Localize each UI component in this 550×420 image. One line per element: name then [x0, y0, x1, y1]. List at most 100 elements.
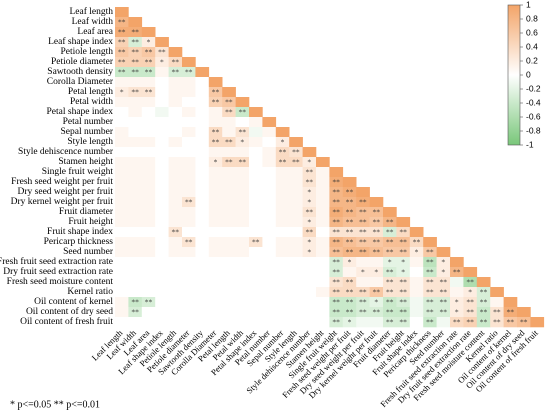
heatmap-cell — [409, 227, 424, 238]
heatmap-cell — [316, 217, 330, 228]
heatmap-cell — [141, 37, 156, 48]
heatmap-cell — [235, 297, 250, 308]
heatmap-cell — [275, 177, 290, 188]
significance-mark: * — [307, 198, 311, 207]
heatmap-cell — [383, 267, 397, 278]
heatmap-cell — [249, 237, 263, 248]
significance-mark: ** — [373, 308, 381, 317]
heatmap-cell — [182, 107, 196, 118]
heatmap-cell — [383, 217, 397, 228]
heatmap-cell — [383, 237, 397, 248]
heatmap-cell — [329, 207, 344, 218]
row-label: Leaf length — [69, 6, 113, 17]
heatmap-cell — [356, 277, 370, 288]
heatmap-cell — [409, 237, 424, 248]
heatmap-cell — [222, 87, 236, 98]
heatmap-cell — [195, 227, 210, 238]
heatmap-cell — [262, 197, 277, 208]
heatmap-cell — [302, 207, 317, 218]
significance-mark: ** — [426, 258, 434, 267]
significance-mark: ** — [399, 248, 407, 257]
heatmap-cell — [235, 97, 250, 108]
heatmap-cell — [155, 157, 169, 168]
heatmap-cell — [436, 267, 451, 278]
heatmap-cell — [262, 277, 277, 288]
heatmap-cell — [476, 297, 491, 308]
heatmap-cell — [289, 297, 303, 308]
heatmap-cell — [195, 117, 210, 128]
heatmap-cell — [316, 187, 330, 198]
significance-mark: ** — [386, 248, 394, 257]
heatmap-cell — [141, 57, 156, 68]
heatmap-cell — [128, 107, 143, 118]
heatmap-cell — [155, 137, 169, 148]
heatmap-cell — [155, 287, 169, 298]
heatmap-cell — [289, 167, 303, 178]
heatmap-cell — [208, 257, 223, 268]
heatmap-cell — [222, 247, 236, 258]
heatmap-cell — [222, 127, 236, 138]
heatmap-cell — [182, 217, 196, 228]
heatmap-cell — [383, 317, 397, 328]
heatmap-cell — [222, 137, 236, 148]
heatmap-cell — [141, 247, 156, 258]
heatmap-cell — [208, 77, 223, 88]
heatmap-cell — [208, 267, 223, 278]
heatmap-cell — [195, 287, 210, 298]
heatmap-cell — [128, 27, 143, 38]
significance-mark: ** — [212, 98, 220, 107]
heatmap-cell — [141, 27, 156, 38]
heatmap-cell — [409, 307, 424, 318]
heatmap-cell — [115, 157, 129, 168]
significance-mark: ** — [359, 298, 367, 307]
significance-mark: ** — [118, 38, 126, 47]
row-label: Petiole length — [60, 47, 113, 57]
heatmap-cell — [155, 107, 169, 118]
significance-mark: ** — [399, 278, 407, 287]
heatmap-cell — [182, 227, 196, 238]
heatmap-cell — [423, 247, 437, 258]
heatmap-cell — [168, 87, 183, 98]
heatmap-cell — [128, 197, 143, 208]
heatmap-cell — [262, 137, 277, 148]
significance-mark: ** — [332, 208, 340, 217]
row-label: Dry kernel weight per fruit — [11, 196, 114, 207]
heatmap-cell — [302, 307, 317, 318]
heatmap-cell — [396, 317, 411, 328]
heatmap-cell — [356, 307, 370, 318]
heatmap-cell — [383, 227, 397, 238]
heatmap-cell — [208, 297, 223, 308]
heatmap-cell — [168, 127, 183, 138]
significance-mark: ** — [225, 108, 233, 117]
heatmap-cell — [289, 257, 303, 268]
heatmap-cell — [316, 207, 330, 218]
heatmap-cell — [383, 277, 397, 288]
heatmap-cell — [182, 297, 196, 308]
heatmap-cell — [155, 97, 169, 108]
heatmap-cell — [141, 77, 156, 88]
significance-mark: * — [240, 138, 244, 147]
heatmap-cell — [463, 297, 478, 308]
heatmap-cell — [396, 247, 411, 258]
significance-mark: ** — [373, 238, 381, 247]
heatmap-cell — [262, 117, 277, 128]
heatmap-cell — [115, 207, 129, 218]
heatmap-cell — [155, 307, 169, 318]
heatmap-cell — [275, 207, 290, 218]
heatmap-cell — [141, 307, 156, 318]
heatmap-cell — [155, 117, 169, 128]
heatmap-cell — [356, 187, 370, 198]
significance-mark: * — [374, 268, 378, 277]
significance-mark: ** — [252, 238, 260, 247]
heatmap-cell — [356, 247, 370, 258]
heatmap-cell — [168, 277, 183, 288]
heatmap-cell — [128, 57, 143, 68]
significance-mark: ** — [480, 298, 488, 307]
heatmap-cell — [235, 227, 250, 238]
significance-mark: ** — [466, 318, 474, 327]
heatmap-cell — [168, 147, 183, 158]
heatmap-cell — [369, 217, 384, 228]
heatmap-cell — [208, 137, 223, 148]
heatmap-cell — [262, 237, 277, 248]
heatmap-cell — [195, 167, 210, 178]
